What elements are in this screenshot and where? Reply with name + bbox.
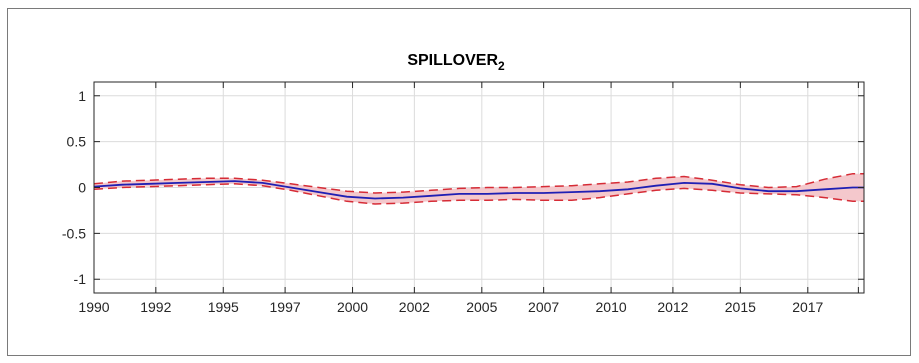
x-tick-label: 2015: [725, 299, 756, 315]
chart-title-subscript: 2: [498, 59, 505, 73]
y-tick-label: 0.5: [67, 134, 87, 150]
confidence-band: [94, 173, 864, 204]
x-tick-label: 1997: [270, 299, 301, 315]
x-tick-label: 2002: [399, 299, 430, 315]
x-tick-label: 1992: [140, 299, 171, 315]
y-tick-label: -0.5: [62, 225, 86, 241]
x-tick-label: 1990: [78, 299, 109, 315]
x-tick-label: 2007: [528, 299, 559, 315]
x-axis-tick-labels: 1990 1992 1995 1997 2000 2002 2005 2007 2010 2012…: [78, 299, 823, 315]
estimate-line: [93, 180, 864, 200]
axis-ticks: [93, 82, 864, 293]
upper-bound-line: [93, 172, 864, 194]
chart-title: SPILLOVER2: [407, 52, 505, 73]
chart: 1990 1992 1995 1997 2000 2002 2005 2007 2010 2012…: [62, 52, 865, 315]
x-tick-label: 2012: [657, 299, 688, 315]
figure-frame: 1990 1992 1995 1997 2000 2002 2005 2007 2010 2012…: [7, 8, 911, 356]
x-tick-label: 2017: [792, 299, 823, 315]
x-tick-label: 2005: [466, 299, 497, 315]
y-tick-label: 1: [78, 88, 86, 104]
y-tick-label: -1: [74, 271, 87, 287]
chart-title-text: SPILLOVER: [407, 52, 498, 69]
y-tick-label: 0: [78, 180, 86, 196]
x-tick-label: 2000: [337, 299, 368, 315]
y-axis-tick-labels: 1 0.5 0 -0.5 -1: [62, 88, 86, 287]
lower-bound-line: [93, 183, 864, 205]
x-tick-label: 2010: [596, 299, 627, 315]
x-tick-label: 1995: [208, 299, 239, 315]
